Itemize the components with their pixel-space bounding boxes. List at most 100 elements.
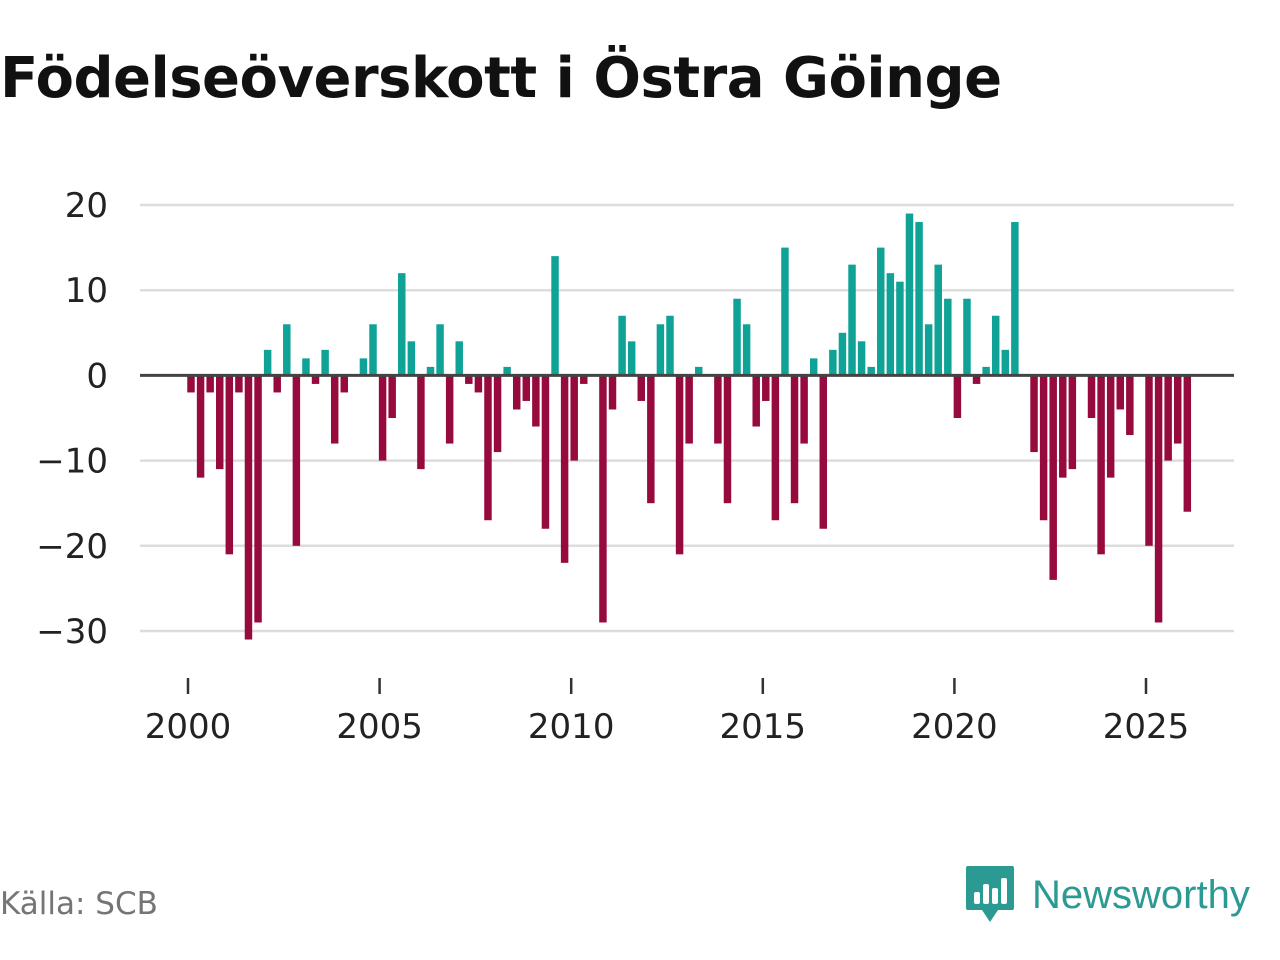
bar	[723, 375, 732, 504]
bar	[695, 366, 703, 376]
brand-logo[interactable]: Newsworthy	[964, 864, 1250, 926]
bar	[1164, 375, 1172, 461]
bar	[311, 375, 320, 384]
bar	[187, 375, 195, 393]
bar	[1097, 375, 1105, 555]
y-tick-label: −10	[36, 442, 108, 482]
bar	[1174, 375, 1182, 444]
bar	[915, 222, 923, 376]
bar	[982, 366, 990, 376]
bar	[1068, 375, 1077, 470]
bar	[790, 375, 799, 504]
bar	[752, 375, 760, 427]
bar	[474, 375, 483, 393]
bar	[541, 375, 550, 529]
bar	[1039, 375, 1048, 521]
bar	[608, 375, 617, 410]
bar	[1087, 375, 1096, 418]
bar	[512, 375, 521, 410]
x-tick-label: 2010	[528, 707, 615, 747]
bar	[618, 315, 626, 376]
y-tick-label: 20	[65, 186, 108, 226]
bar	[369, 324, 377, 376]
bar	[838, 332, 847, 376]
bar	[647, 375, 655, 504]
bar	[426, 366, 435, 376]
x-tick-label: 2020	[911, 707, 998, 747]
bar	[1049, 375, 1057, 580]
bar	[800, 375, 808, 444]
bar	[742, 324, 751, 376]
bar	[532, 375, 540, 427]
bar	[809, 358, 818, 376]
bar	[656, 324, 665, 376]
bar	[503, 366, 511, 376]
bar	[1126, 375, 1134, 436]
bar	[1030, 375, 1038, 453]
bar	[666, 315, 674, 376]
bar	[819, 375, 828, 529]
bar	[924, 324, 933, 376]
bar	[877, 247, 885, 376]
bar	[340, 375, 349, 393]
y-axis-labels: 20 10 0 −10 −20 −30	[36, 186, 108, 652]
bar	[944, 298, 952, 376]
bar	[484, 375, 492, 521]
bar	[991, 315, 1000, 376]
y-tick-label: −20	[36, 527, 108, 567]
x-axis: 2000 2005 2010 2015 2020 2025	[145, 678, 1190, 747]
bar	[762, 375, 770, 401]
bar	[388, 375, 396, 418]
bar	[714, 375, 722, 444]
bar	[551, 256, 559, 376]
bar	[733, 298, 741, 376]
bar	[896, 281, 904, 376]
bar	[465, 375, 473, 384]
bar	[196, 375, 205, 478]
bar	[829, 349, 837, 376]
bar	[1154, 375, 1163, 623]
bar	[781, 247, 789, 376]
bar	[206, 375, 214, 393]
bar	[570, 375, 578, 461]
x-tick-label: 2005	[336, 707, 423, 747]
bar	[445, 375, 454, 444]
bar	[627, 341, 636, 376]
bar	[244, 375, 253, 640]
bar	[407, 341, 416, 376]
bar	[1059, 375, 1067, 478]
bar	[455, 341, 463, 376]
bar	[934, 264, 942, 376]
bar	[1011, 222, 1019, 376]
bar	[560, 375, 569, 563]
bar	[522, 375, 531, 401]
newsworthy-logo-icon	[966, 866, 1014, 922]
bar	[398, 273, 406, 376]
bar	[263, 349, 272, 376]
bar	[1116, 375, 1124, 410]
bar	[359, 358, 368, 376]
y-tick-label: 10	[65, 271, 108, 311]
brand-name: Newsworthy	[1032, 872, 1250, 917]
bar	[857, 341, 866, 376]
bars	[187, 213, 1192, 640]
bar	[599, 375, 607, 623]
bar	[848, 264, 856, 376]
bar	[637, 375, 645, 401]
bar	[378, 375, 387, 461]
bar	[963, 298, 971, 376]
x-tick-label: 2025	[1103, 707, 1190, 747]
bar	[417, 375, 425, 470]
bar	[972, 375, 981, 384]
bar	[273, 375, 281, 393]
bar	[867, 366, 875, 376]
bar	[685, 375, 693, 444]
bar	[225, 375, 234, 555]
bar	[283, 324, 291, 376]
bar	[302, 358, 310, 376]
bar	[953, 375, 962, 418]
source-label: Källa: SCB	[0, 886, 158, 922]
bar	[1145, 375, 1153, 546]
chart-title: Födelseöverskott i Östra Göinge	[0, 46, 1002, 111]
